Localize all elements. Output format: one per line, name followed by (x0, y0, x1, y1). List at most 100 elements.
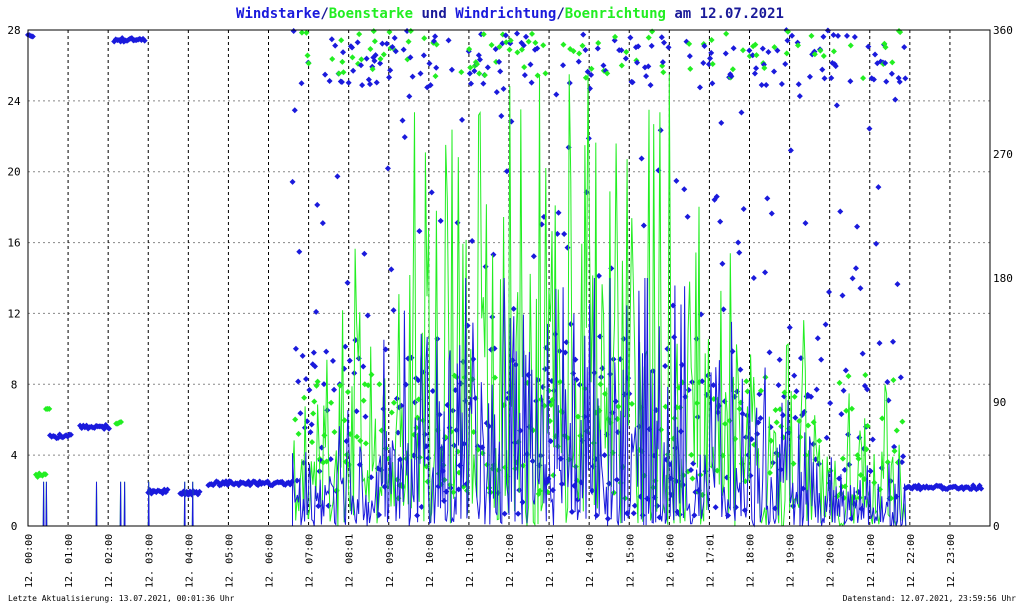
wind-direction-point (782, 61, 789, 68)
wind-direction-point (372, 52, 379, 59)
x-tick-label: 12. 19:00 (786, 534, 797, 588)
wind-direction-point (631, 502, 638, 509)
wind-direction-point (764, 195, 771, 202)
wind-direction-point (662, 363, 669, 370)
wind-direction-point (560, 62, 567, 69)
wind-direction-point (555, 209, 562, 216)
wind-direction-point (362, 413, 369, 420)
wind-direction-point (677, 428, 684, 435)
wind-direction-point (567, 321, 574, 328)
wind-direction-point (854, 223, 861, 230)
wind-direction-point (366, 81, 373, 88)
wind-direction-point (490, 251, 497, 258)
wind-direction-point (459, 116, 466, 123)
y-right-tick-label: 360 (993, 24, 1013, 37)
wind-direction-point (787, 147, 794, 154)
wind-direction-point (661, 39, 668, 46)
wind-direction-point (365, 76, 372, 83)
wind-direction-point (867, 468, 874, 475)
gust-direction-point (604, 70, 611, 77)
wind-direction-point (757, 415, 764, 422)
title-part-1: / (320, 6, 328, 22)
gust-direction-point (467, 64, 474, 71)
wind-direction-point (313, 308, 320, 315)
wind-direction-point (866, 125, 873, 132)
wind-speed-line (28, 277, 986, 528)
gust-direction-point (659, 62, 666, 69)
gust-direction-point (808, 32, 815, 39)
wind-direction-point (751, 70, 758, 77)
gust-direction-point (339, 58, 346, 65)
wind-direction-point (510, 305, 517, 312)
wind-direction-point (445, 37, 452, 44)
wind-direction-point (306, 386, 313, 393)
wind-direction-point (730, 45, 737, 52)
wind-direction-point (634, 59, 641, 66)
wind-direction-point (842, 367, 849, 374)
wind-direction-point (640, 222, 647, 229)
wind-direction-point (873, 240, 880, 247)
wind-direction-point (837, 208, 844, 215)
wind-direction-point (314, 201, 321, 208)
wind-direction-point (762, 269, 769, 276)
gust-direction-point (766, 469, 773, 476)
gust-direction-point (836, 379, 843, 386)
wind-direction-point (521, 72, 528, 79)
wind-direction-point (818, 356, 825, 363)
gust-direction-point (772, 407, 779, 414)
wind-direction-point (901, 44, 908, 51)
wind-direction-point (400, 46, 407, 53)
gust-direction-point (761, 65, 768, 72)
wind-direction-point (349, 44, 356, 51)
wind-direction-point (594, 45, 601, 52)
gust-direction-point (292, 416, 299, 423)
wind-direction-point (416, 228, 423, 235)
wind-direction-point (673, 177, 680, 184)
wind-direction-point (700, 59, 707, 66)
gust-direction-point (496, 43, 503, 50)
gust-direction-point (530, 427, 537, 434)
x-axis-ticks: 12. 00:00 12. 01:00 12. 02:00 12. 03:00 12. … (24, 534, 957, 588)
title-part-2: Boenstarke (329, 6, 413, 22)
axes (27, 29, 991, 527)
wind-direction-point (647, 82, 654, 89)
gust-direction-point (421, 35, 428, 42)
wind-direction-point (876, 340, 883, 347)
wind-direction-point (896, 78, 903, 85)
wind-direction-point (875, 184, 882, 191)
gust-direction-point (820, 53, 827, 60)
wind-direction-point (802, 220, 809, 227)
gust-direction-point (432, 73, 439, 80)
wind-direction-point (350, 67, 357, 74)
gust-direction-point (752, 41, 759, 48)
wind-direction-point (322, 71, 329, 78)
wind-direction-point (387, 67, 394, 74)
wind-direction-point (713, 193, 720, 200)
wind-direction-point (420, 52, 427, 59)
wind-direction-point (872, 51, 879, 58)
wind-direction-point (900, 453, 907, 460)
gust-direction-point (514, 49, 521, 56)
y-left-tick-label: 12 (7, 307, 20, 320)
wind-direction-point (728, 73, 735, 80)
gust-direction-point (839, 455, 846, 462)
wind-direction-point (575, 58, 582, 65)
wind-direction-point (840, 387, 847, 394)
gust-direction-point (579, 42, 586, 49)
x-tick-label: 12. 23:00 (946, 534, 957, 588)
wind-direction-point (346, 357, 353, 364)
gust-direction-point (376, 381, 383, 388)
wind-direction-point (415, 377, 422, 384)
wind-direction-point (411, 399, 418, 406)
wind-direction-point (776, 356, 783, 363)
wind-direction-point (891, 443, 898, 450)
wind-direction-point (696, 84, 703, 91)
wind-direction-point (865, 43, 872, 50)
x-tick-label: 12. 03:00 (144, 534, 155, 588)
wind-direction-point (657, 127, 664, 134)
gust-direction-point (791, 393, 798, 400)
gust-direction-point (882, 44, 889, 51)
gust-direction-point (783, 50, 790, 57)
wind-direction-point (534, 45, 541, 52)
x-tick-label: 12. 16:00 (665, 534, 676, 588)
